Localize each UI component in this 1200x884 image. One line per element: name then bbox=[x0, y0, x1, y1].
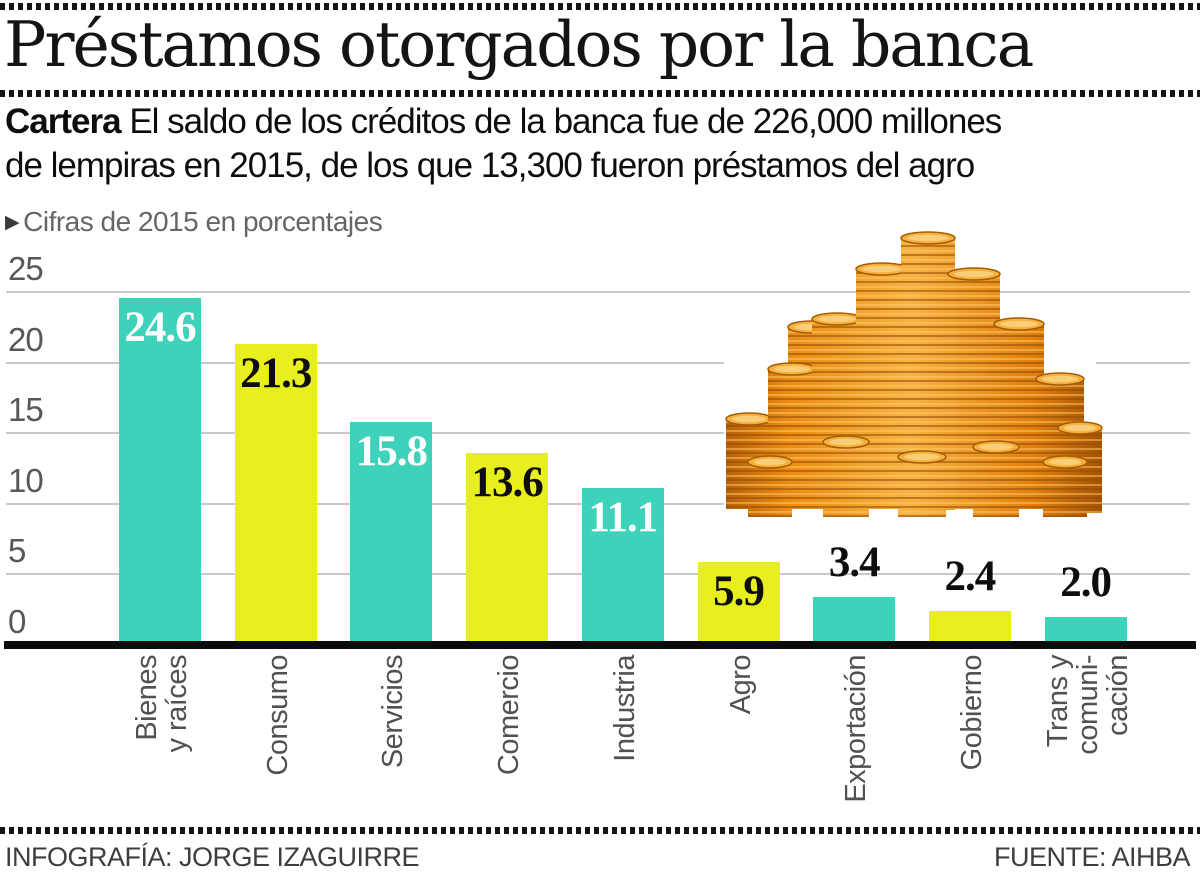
grid-line bbox=[6, 291, 1190, 293]
coins-illustration bbox=[724, 231, 1103, 517]
y-axis-tick-label: 15 bbox=[8, 391, 44, 429]
bar-value-label: 3.4 bbox=[828, 539, 881, 586]
category-label: Gobierno bbox=[955, 655, 988, 771]
bar-value-label: 11.1 bbox=[588, 494, 658, 542]
y-axis-tick-label: 25 bbox=[8, 250, 44, 287]
bar-value-label: 2.4 bbox=[944, 553, 997, 601]
y-axis-tick-label: 0 bbox=[8, 603, 26, 640]
category-label: Consumo bbox=[261, 655, 294, 776]
y-axis-tick-label: 20 bbox=[8, 320, 44, 358]
bar-value-label: 13.6 bbox=[471, 458, 543, 506]
category-label: Industria bbox=[608, 655, 641, 762]
category-label: Servicios bbox=[377, 655, 410, 769]
coin-stacks bbox=[725, 231, 1103, 517]
title-dotted-divider bbox=[0, 90, 1200, 97]
bar: 15.8 bbox=[350, 421, 433, 645]
category-label: Exportación bbox=[840, 655, 873, 803]
grid-line bbox=[6, 361, 1190, 364]
triangle-bullet-icon: ▶ bbox=[5, 212, 20, 233]
bar: 13.6 bbox=[466, 452, 549, 645]
x-axis-labels: Bienes y raíces Consumo Servicios Comercio I… bbox=[0, 651, 1200, 831]
bar bbox=[928, 611, 1011, 645]
subtitle: Cartera El saldo de los créditos de la b… bbox=[5, 100, 1195, 188]
bar: 11.1 bbox=[581, 488, 664, 645]
page-title: Préstamos otorgados por la banca bbox=[4, 8, 1034, 81]
category-label: Agro bbox=[724, 655, 757, 715]
footer-dotted-divider bbox=[0, 827, 1200, 834]
y-axis-tick-label: 10 bbox=[8, 461, 44, 499]
chart-note: ▶ Cifras de 2015 en porcentajes bbox=[5, 206, 383, 238]
bar: 21.3 bbox=[234, 344, 317, 645]
bar-value-label: 24.6 bbox=[124, 303, 196, 351]
category-label: Trans y comuni- cación bbox=[1041, 655, 1134, 755]
subtitle-lead-word: Cartera bbox=[5, 102, 122, 141]
infographic-credit: INFOGRAFÍA: JORGE IZAGUIRRE bbox=[5, 842, 420, 872]
source-label: FUENTE: AIHBA bbox=[993, 842, 1191, 872]
bar: 24.6 bbox=[119, 297, 201, 645]
top-dotted-divider bbox=[0, 3, 1200, 10]
bar bbox=[813, 597, 896, 645]
x-axis-line bbox=[4, 641, 1196, 649]
bar-value-label: 5.9 bbox=[713, 567, 765, 615]
category-label: Comercio bbox=[493, 655, 526, 776]
bar-value-label: 15.8 bbox=[355, 427, 428, 475]
chart-note-text: Cifras de 2015 en porcentajes bbox=[23, 206, 383, 237]
subtitle-line1: El saldo de los créditos de la banca fue… bbox=[129, 102, 1002, 141]
bar bbox=[1044, 616, 1127, 645]
bar-value-label: 21.3 bbox=[240, 350, 312, 398]
grid-line bbox=[6, 432, 1190, 435]
plot-area: 0 5 10 15 20 25 24.6 21.3 15.8 13.6 11.1 5.9 3.4 2.4 2… bbox=[0, 250, 1200, 645]
category-label: Bienes y raíces bbox=[131, 655, 193, 753]
bar-value-label: 2.0 bbox=[1060, 558, 1112, 606]
y-axis-tick-label: 5 bbox=[8, 532, 26, 570]
subtitle-line2: de lempiras en 2015, de los que 13,300 f… bbox=[5, 146, 975, 185]
bar: 5.9 bbox=[697, 561, 780, 645]
